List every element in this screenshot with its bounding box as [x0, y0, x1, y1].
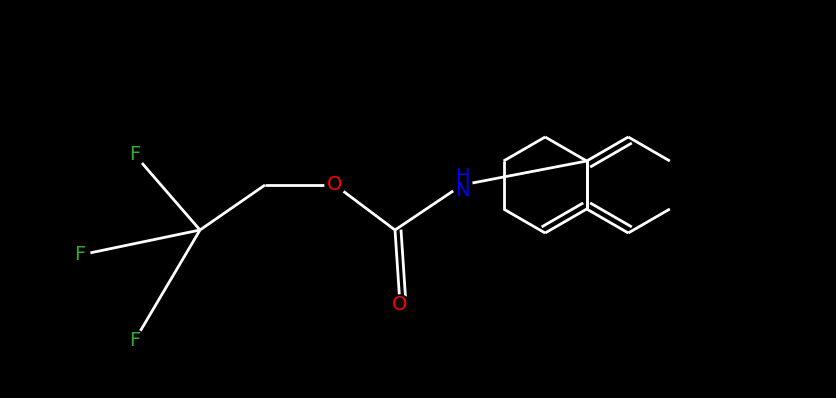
Circle shape — [125, 330, 145, 350]
Text: F: F — [130, 330, 140, 349]
Circle shape — [390, 295, 410, 315]
Text: O: O — [328, 176, 343, 195]
Circle shape — [70, 245, 90, 265]
Text: F: F — [74, 246, 85, 265]
Text: O: O — [392, 295, 408, 314]
Text: N: N — [455, 181, 469, 199]
Text: H: H — [455, 166, 469, 185]
Text: F: F — [130, 146, 140, 164]
Circle shape — [452, 175, 472, 195]
Circle shape — [325, 175, 345, 195]
Circle shape — [125, 145, 145, 165]
